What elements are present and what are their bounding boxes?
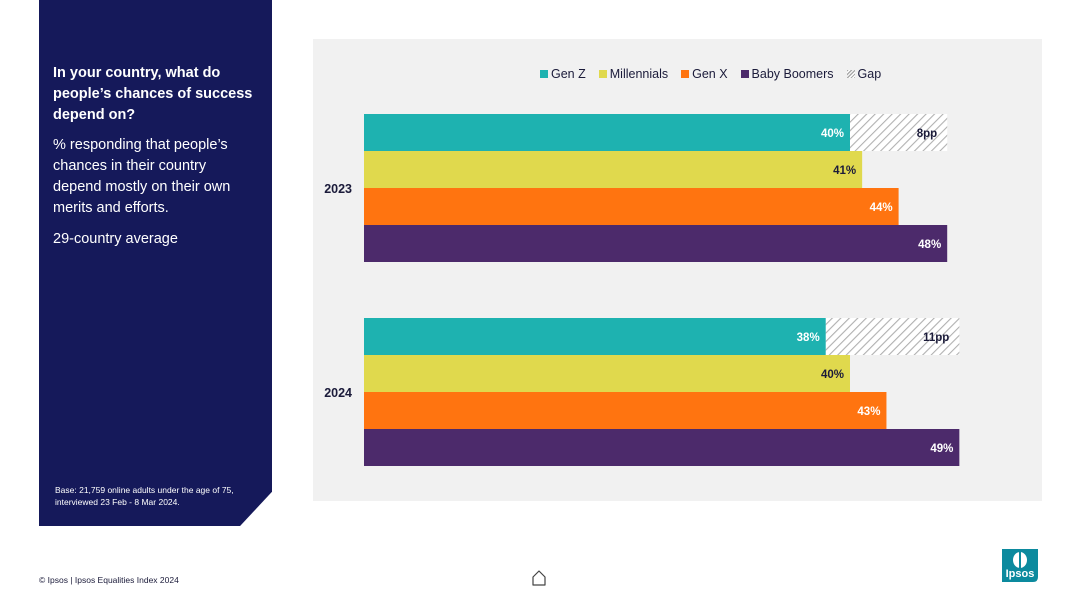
data-label-millennials-2023: 41%	[833, 165, 856, 177]
legend-label-gap: Gap	[857, 67, 882, 81]
legend-swatch-gap	[846, 70, 855, 78]
base-note: Base: 21,759 online adults under the age…	[55, 485, 234, 507]
category-label-2023: 2023	[324, 182, 352, 196]
legend-swatch-millennials	[598, 70, 607, 78]
average-note: 29-country average	[53, 231, 178, 247]
bar-baby-boomers-2023	[364, 225, 948, 262]
data-label-millennials-2024: 40%	[821, 369, 844, 381]
legend-swatch-gen-z	[540, 70, 548, 78]
bar-gen-x-2023	[364, 188, 899, 225]
data-label-baby-boomers-2024: 49%	[930, 443, 953, 455]
legend-label-millennials: Millennials	[609, 67, 669, 81]
gap-label-2024: 11pp	[923, 332, 949, 344]
bar-baby-boomers-2024	[364, 429, 960, 466]
bar-gen-x-2024	[364, 392, 887, 429]
legend-item-millennials: Millennials	[598, 67, 669, 81]
chart-description: % responding that people’s chances in th…	[53, 137, 231, 216]
bar-millennials-2024	[364, 355, 850, 392]
category-label-2024: 2024	[324, 386, 352, 400]
footer-copyright: © Ipsos | Ipsos Equalities Index 2024	[39, 575, 179, 585]
legend-swatch-baby-boomers	[740, 70, 749, 78]
legend-label-gen-x: Gen X	[692, 67, 728, 81]
bar-millennials-2023	[364, 151, 863, 188]
legend-item-gen-z: Gen Z	[540, 67, 586, 81]
data-label-gen-x-2023: 44%	[870, 202, 893, 214]
bar-gen-z-2023	[364, 114, 850, 151]
ipsos-logo: Ipsos	[1000, 547, 1040, 584]
chart-area: Gen Z Millennials Gen X Baby Boomers Gap…	[313, 39, 1042, 501]
home-icon[interactable]	[531, 569, 547, 587]
ipsos-logo-shape	[1002, 549, 1038, 582]
legend-item-gen-x: Gen X	[681, 67, 728, 81]
data-label-baby-boomers-2023: 48%	[918, 239, 941, 251]
bar-gen-z-2024	[364, 318, 826, 355]
legend-item-gap: Gap	[846, 67, 882, 81]
gap-label-2023: 8pp	[917, 128, 937, 140]
gap-bar-2024	[825, 318, 960, 355]
gap-bar-2023	[850, 114, 948, 151]
data-label-gen-x-2024: 43%	[857, 406, 880, 418]
side-panel: In your country, what do people’s chance…	[39, 0, 272, 526]
ipsos-logo-text: Ipsos	[1005, 568, 1035, 580]
legend-item-baby-boomers: Baby Boomers	[740, 67, 834, 81]
data-label-gen-z-2023: 40%	[821, 128, 844, 140]
legend-label-baby-boomers: Baby Boomers	[751, 67, 834, 81]
chart-question: In your country, what do people’s chance…	[53, 65, 253, 123]
data-label-gen-z-2024: 38%	[797, 332, 820, 344]
legend-label-gen-z: Gen Z	[551, 67, 586, 81]
chart-legend: Gen Z Millennials Gen X Baby Boomers Gap	[540, 67, 881, 81]
legend-swatch-gen-x	[681, 70, 690, 78]
bar-chart: 40% 41% 44% 48% 8pp 2023 38% 40% 43% 49% 11pp 2024	[324, 114, 960, 466]
